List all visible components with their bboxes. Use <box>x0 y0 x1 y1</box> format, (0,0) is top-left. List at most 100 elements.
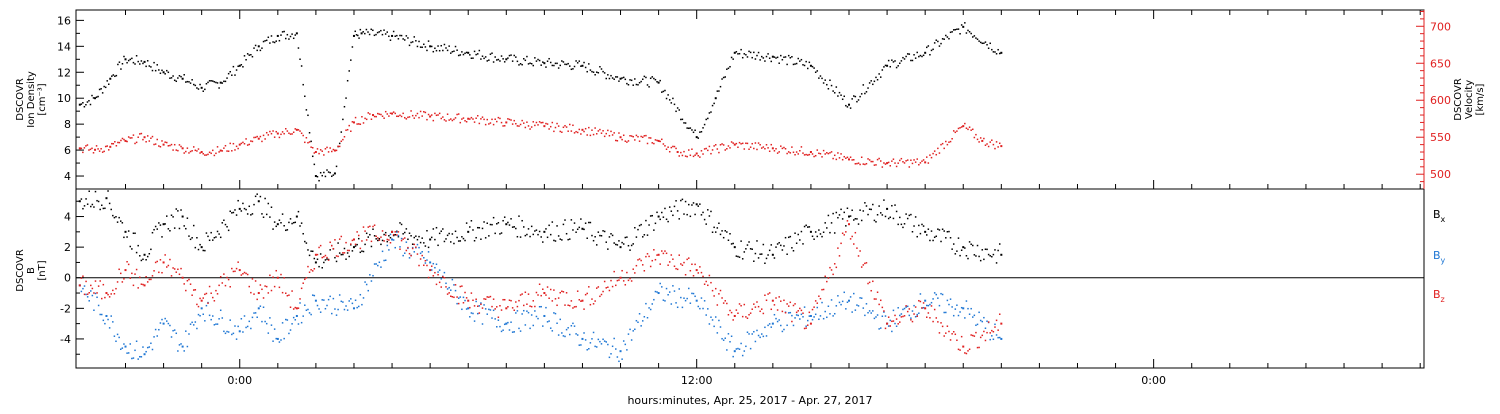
data-point <box>819 75 822 77</box>
data-point <box>394 246 396 249</box>
data-point <box>151 69 154 72</box>
data-point <box>737 255 739 258</box>
data-point <box>502 329 504 331</box>
data-point <box>421 115 423 117</box>
data-point <box>208 80 211 82</box>
data-point <box>591 298 593 300</box>
data-point <box>849 296 852 298</box>
data-point <box>814 300 817 302</box>
data-point <box>115 287 117 290</box>
data-point <box>973 136 976 139</box>
data-point <box>851 159 853 161</box>
data-point <box>738 303 741 305</box>
data-point <box>843 234 845 236</box>
data-point <box>169 230 171 232</box>
data-point <box>595 133 598 135</box>
data-point <box>515 301 517 303</box>
data-point <box>342 118 344 121</box>
data-point <box>745 248 747 250</box>
data-point <box>196 303 198 306</box>
data-point <box>392 233 395 236</box>
data-point <box>549 327 552 329</box>
data-point <box>237 199 239 202</box>
data-point <box>949 298 952 300</box>
data-point <box>778 151 780 153</box>
data-point <box>299 302 301 304</box>
data-point <box>881 69 884 71</box>
density-axis-title-line: DSCOVR <box>15 78 26 121</box>
data-point <box>437 244 439 247</box>
data-point <box>427 246 430 249</box>
data-point <box>489 309 492 311</box>
data-point <box>316 175 319 178</box>
data-point <box>462 237 465 240</box>
data-point <box>273 41 276 44</box>
data-point <box>816 70 819 72</box>
data-point <box>767 254 769 256</box>
data-point <box>370 240 373 243</box>
data-point <box>592 71 595 73</box>
data-point <box>945 237 947 239</box>
data-point <box>641 136 644 139</box>
data-point <box>500 330 503 333</box>
data-point <box>451 50 454 53</box>
data-point <box>304 304 306 306</box>
data-point <box>180 343 182 345</box>
data-point <box>183 225 185 227</box>
data-point <box>561 60 563 62</box>
data-point <box>86 296 89 298</box>
data-point <box>535 121 538 124</box>
data-point <box>627 279 630 282</box>
data-point <box>808 311 811 314</box>
data-point <box>476 53 479 55</box>
data-point <box>557 67 560 69</box>
data-point <box>821 235 823 238</box>
data-point <box>158 69 160 71</box>
data-point <box>986 320 988 322</box>
data-point <box>492 61 495 63</box>
data-point <box>551 300 554 302</box>
data-point <box>335 260 338 263</box>
data-point <box>299 225 301 227</box>
data-point <box>527 125 530 127</box>
data-point <box>941 38 944 40</box>
data-point <box>153 336 155 338</box>
data-point <box>787 305 790 307</box>
data-point <box>632 243 634 245</box>
data-point <box>369 274 371 276</box>
data-point <box>648 255 650 258</box>
data-point <box>713 295 715 297</box>
data-point <box>924 51 927 54</box>
data-point <box>311 294 314 296</box>
data-point <box>126 236 128 238</box>
data-point <box>748 50 750 53</box>
data-point <box>968 126 971 128</box>
data-point <box>246 325 249 328</box>
data-point <box>94 148 97 151</box>
data-point <box>932 48 934 51</box>
data-point <box>979 336 982 339</box>
data-point <box>838 91 841 94</box>
data-point <box>121 222 124 224</box>
data-point <box>960 306 963 309</box>
data-point <box>164 223 166 225</box>
data-point <box>78 200 81 203</box>
data-point <box>418 116 420 119</box>
data-point <box>889 216 892 219</box>
data-point <box>994 323 996 326</box>
data-point <box>940 240 942 243</box>
data-point <box>354 116 357 119</box>
data-point <box>770 244 773 246</box>
data-point <box>868 281 871 284</box>
data-point <box>668 99 671 101</box>
data-point <box>120 68 122 70</box>
data-point <box>675 267 677 270</box>
data-point <box>476 305 479 308</box>
data-point <box>166 266 168 268</box>
data-point <box>616 356 619 358</box>
data-point <box>849 156 852 158</box>
data-point <box>364 230 366 232</box>
data-point <box>106 145 108 147</box>
data-point <box>94 190 97 193</box>
data-point <box>843 155 845 158</box>
